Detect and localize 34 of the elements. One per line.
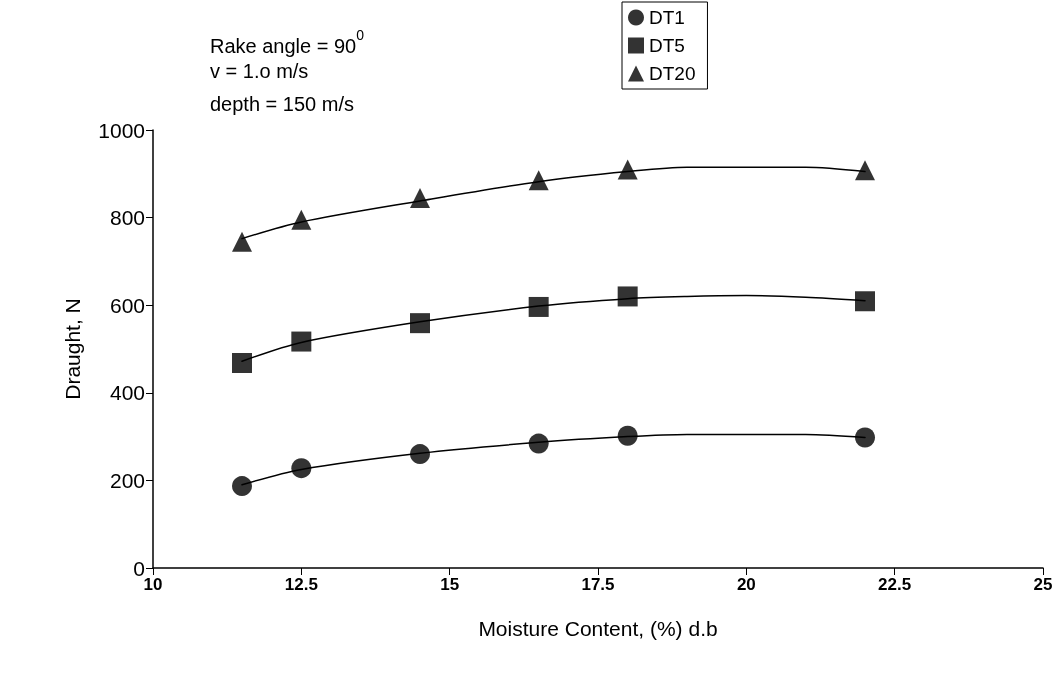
x-tick-label: 12.5 <box>284 575 318 594</box>
legend-label: DT1 <box>649 7 685 28</box>
y-tick-label: 800 <box>109 206 145 230</box>
point <box>410 444 430 465</box>
point <box>232 476 252 497</box>
point <box>291 331 312 352</box>
point <box>855 291 875 312</box>
legend-label: DT5 <box>649 35 685 56</box>
point <box>410 313 430 334</box>
point <box>528 296 549 317</box>
legend-label: DT20 <box>649 63 696 84</box>
x-tick-label: 22.5 <box>878 575 912 594</box>
x-tick-label: 10 <box>143 575 163 594</box>
y-tick-label: 1000 <box>98 118 145 142</box>
point <box>855 160 875 181</box>
y-tick-label: 400 <box>109 381 145 405</box>
x-tick-label: 15 <box>440 575 460 594</box>
x-axis-title: Moisture Content, (%) d.b <box>478 617 718 640</box>
point <box>291 209 312 230</box>
text: v = 1.o m/s <box>210 60 309 82</box>
text: depth = 150 m/s <box>210 93 354 115</box>
point <box>291 458 312 479</box>
point <box>232 353 252 374</box>
y-tick-label: 600 <box>109 293 145 317</box>
point <box>410 187 430 208</box>
y-tick-label: 0 <box>133 556 145 580</box>
y-tick-label: 200 <box>109 468 145 492</box>
point <box>232 231 252 252</box>
x-tick-label: 20 <box>736 575 756 594</box>
x-tick-label: 25 <box>1033 575 1053 594</box>
x-tick-label: 17.5 <box>581 575 615 594</box>
point <box>855 427 875 448</box>
y-axis-title: Draught, N <box>61 298 84 400</box>
point <box>617 286 638 307</box>
